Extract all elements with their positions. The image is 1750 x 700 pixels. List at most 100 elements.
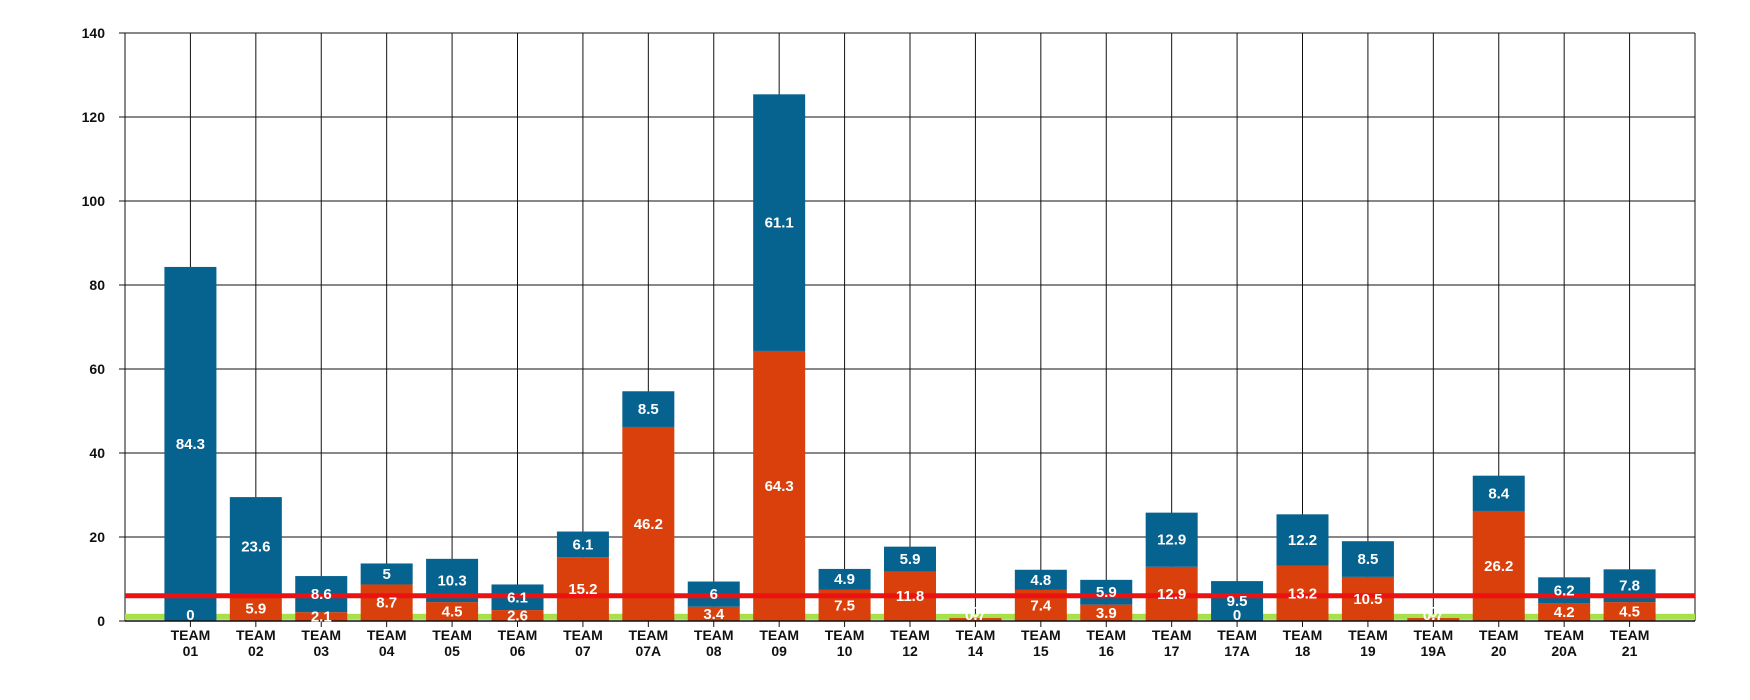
data-label-series-1: 8.5 bbox=[1357, 551, 1378, 568]
data-label-series-0: 0.7 bbox=[965, 607, 986, 624]
data-label-series-1: 5.9 bbox=[1096, 584, 1117, 601]
data-label-series-0: 26.2 bbox=[1484, 558, 1513, 575]
category-label-top: TEAM bbox=[171, 627, 211, 643]
bar-series-1-9 bbox=[753, 94, 806, 351]
category-label-bottom: 07 bbox=[575, 643, 591, 659]
category-label-bottom: 02 bbox=[248, 643, 264, 659]
data-label-series-1: 4.8 bbox=[1030, 572, 1051, 589]
category-label-bottom: 03 bbox=[313, 643, 329, 659]
category-label-top: TEAM bbox=[367, 627, 407, 643]
bar-series-1-15 bbox=[1145, 512, 1198, 567]
category-label-bottom: 19 bbox=[1360, 643, 1376, 659]
category-label-top: TEAM bbox=[1610, 627, 1650, 643]
category-label-top: TEAM bbox=[694, 627, 734, 643]
category-label-bottom: 17A bbox=[1224, 643, 1250, 659]
category-label-top: TEAM bbox=[498, 627, 538, 643]
data-label-series-0: 2.1 bbox=[311, 609, 332, 626]
category-label-top: TEAM bbox=[301, 627, 341, 643]
bar-series-0-3 bbox=[360, 584, 413, 621]
data-label-series-1: 6.2 bbox=[1554, 582, 1575, 599]
bar-series-0-7 bbox=[622, 426, 675, 621]
data-label-series-0: 8.7 bbox=[376, 595, 397, 612]
y-tick-label: 60 bbox=[89, 361, 105, 377]
bar-series-0-2 bbox=[295, 612, 348, 621]
data-label-series-0: 7.4 bbox=[1030, 597, 1052, 614]
data-label-series-0: 0.7 bbox=[1423, 607, 1444, 624]
category-label-bottom: 14 bbox=[968, 643, 984, 659]
data-label-series-0: 0 bbox=[1233, 607, 1241, 624]
bar-series-0-19 bbox=[1407, 618, 1460, 621]
category-label-bottom: 17 bbox=[1164, 643, 1180, 659]
data-label-series-0: 46.2 bbox=[634, 516, 663, 533]
data-label-series-1: 6.1 bbox=[507, 589, 528, 606]
data-label-series-1: 9.5 bbox=[1227, 593, 1248, 610]
data-label-series-1: 8.5 bbox=[638, 401, 659, 418]
data-label-series-0: 2.6 bbox=[507, 608, 528, 625]
category-label-bottom: 08 bbox=[706, 643, 722, 659]
category-label-bottom: 04 bbox=[379, 643, 395, 659]
category-label-bottom: 16 bbox=[1098, 643, 1114, 659]
bar-series-1-13 bbox=[1014, 569, 1067, 590]
category-label-top: TEAM bbox=[1413, 627, 1453, 643]
data-label-series-1: 12.2 bbox=[1288, 532, 1317, 549]
bar-series-0-21 bbox=[1538, 603, 1591, 621]
data-label-series-1: 23.6 bbox=[241, 539, 270, 556]
category-label-top: TEAM bbox=[1283, 627, 1323, 643]
category-label-bottom: 07A bbox=[635, 643, 661, 659]
chart-axes: 020406080100120140TEAM01TEAM02TEAM03TEAM… bbox=[82, 25, 1695, 659]
data-label-series-0: 5.9 bbox=[245, 601, 266, 618]
category-label-top: TEAM bbox=[890, 627, 930, 643]
category-label-bottom: 19A bbox=[1420, 643, 1446, 659]
category-label-bottom: 21 bbox=[1622, 643, 1638, 659]
bar-series-0-20 bbox=[1472, 510, 1525, 621]
data-label-series-1: 84.3 bbox=[176, 436, 205, 453]
bar-series-1-20 bbox=[1472, 475, 1525, 511]
bar-series-0-18 bbox=[1341, 576, 1394, 621]
data-label-series-1: 4.9 bbox=[834, 571, 855, 588]
category-label-top: TEAM bbox=[1217, 627, 1257, 643]
data-label-series-0: 4.5 bbox=[442, 604, 463, 621]
data-label-series-0: 64.3 bbox=[765, 478, 794, 495]
y-tick-label: 100 bbox=[82, 193, 106, 209]
data-labels: 0 84.3 5.9 23.6 2.1 8.6 8.7 5 4.5 10.3 2.6 6.1 15.2 6… bbox=[176, 215, 1640, 626]
bar-series-1-11 bbox=[884, 546, 936, 572]
category-label-bottom: 12 bbox=[902, 643, 918, 659]
bar-series-1-14 bbox=[1080, 579, 1133, 605]
bar-series-1-10 bbox=[818, 568, 871, 590]
bar-series-0-17 bbox=[1276, 565, 1329, 621]
data-label-series-1: 5.9 bbox=[900, 551, 921, 568]
y-tick-label: 0 bbox=[97, 613, 105, 629]
bar-series-0-5 bbox=[491, 610, 544, 621]
bar-series-1-3 bbox=[360, 563, 413, 585]
data-label-series-1: 0 bbox=[971, 604, 979, 621]
data-label-series-0: 7.5 bbox=[834, 597, 855, 614]
data-label-series-1: 61.1 bbox=[765, 215, 794, 232]
bar-series-0-14 bbox=[1080, 604, 1133, 621]
category-label-bottom: 15 bbox=[1033, 643, 1049, 659]
data-label-series-1: 7.8 bbox=[1619, 578, 1640, 595]
y-tick-label: 140 bbox=[82, 25, 106, 41]
data-label-series-1: 6.1 bbox=[572, 536, 593, 553]
data-label-series-0: 12.9 bbox=[1157, 586, 1186, 603]
category-label-bottom: 09 bbox=[771, 643, 787, 659]
category-label-bottom: 10 bbox=[837, 643, 853, 659]
data-label-series-0: 11.8 bbox=[896, 588, 924, 605]
category-label-top: TEAM bbox=[956, 627, 996, 643]
category-label-top: TEAM bbox=[563, 627, 603, 643]
data-label-series-1: 6 bbox=[710, 586, 718, 603]
bar-series-0-9 bbox=[753, 350, 806, 621]
data-label-series-1: 12.9 bbox=[1157, 532, 1186, 549]
y-tick-label: 80 bbox=[89, 277, 105, 293]
y-tick-label: 40 bbox=[89, 445, 105, 461]
bar-series-1-16 bbox=[1211, 581, 1264, 621]
category-label-top: TEAM bbox=[1348, 627, 1388, 643]
category-label-top: TEAM bbox=[1152, 627, 1192, 643]
bar-series-1-7 bbox=[622, 391, 675, 427]
category-label-top: TEAM bbox=[1021, 627, 1061, 643]
bar-series-1-1 bbox=[229, 497, 282, 597]
data-label-series-0: 3.9 bbox=[1096, 605, 1117, 622]
data-label-series-1: 8.4 bbox=[1488, 485, 1510, 502]
bar-series-0-6 bbox=[556, 557, 609, 621]
chart-grid bbox=[124, 32, 1696, 622]
bar-series-1-0 bbox=[164, 266, 217, 621]
